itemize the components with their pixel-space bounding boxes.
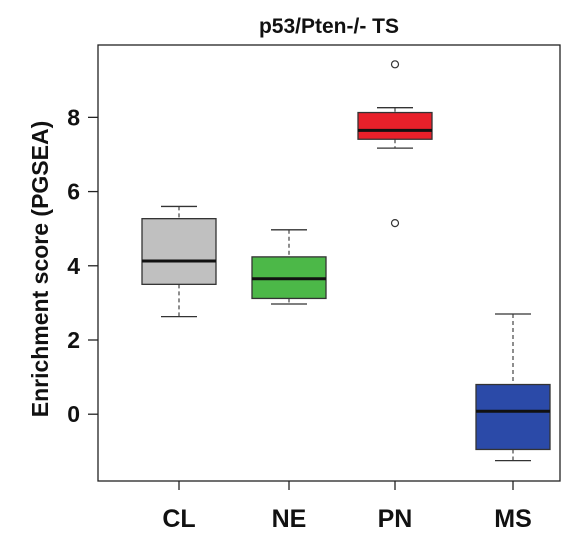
x-tick-label-cl: CL bbox=[162, 505, 195, 533]
y-tick-label: 8 bbox=[67, 104, 80, 130]
y-tick-label: 4 bbox=[67, 253, 80, 279]
y-tick-label: 0 bbox=[67, 401, 80, 427]
boxes bbox=[141, 60, 551, 462]
iqr-box bbox=[357, 111, 433, 140]
x-tick-label-ms: MS bbox=[494, 505, 532, 533]
box-ms bbox=[475, 313, 551, 462]
y-tick-label: 2 bbox=[67, 327, 80, 353]
x-axis: CL NE PN MS bbox=[162, 481, 532, 533]
x-tick-label-pn: PN bbox=[378, 505, 413, 533]
plot-frame bbox=[97, 44, 561, 482]
box-cl bbox=[141, 205, 217, 318]
box-pn bbox=[357, 60, 433, 228]
y-tick-label: 6 bbox=[67, 179, 80, 205]
x-tick-label-ne: NE bbox=[272, 505, 307, 533]
y-axis: 0 2 4 6 8 bbox=[67, 104, 98, 427]
box-ne bbox=[251, 229, 327, 305]
y-axis-label: Enrichment score (PGSEA) bbox=[27, 121, 53, 418]
chart-title: p53/Pten-/- TS bbox=[259, 15, 399, 38]
iqr-box bbox=[475, 383, 551, 451]
outlier-point bbox=[390, 219, 400, 228]
iqr-box bbox=[141, 218, 217, 285]
outlier-point bbox=[390, 60, 400, 69]
